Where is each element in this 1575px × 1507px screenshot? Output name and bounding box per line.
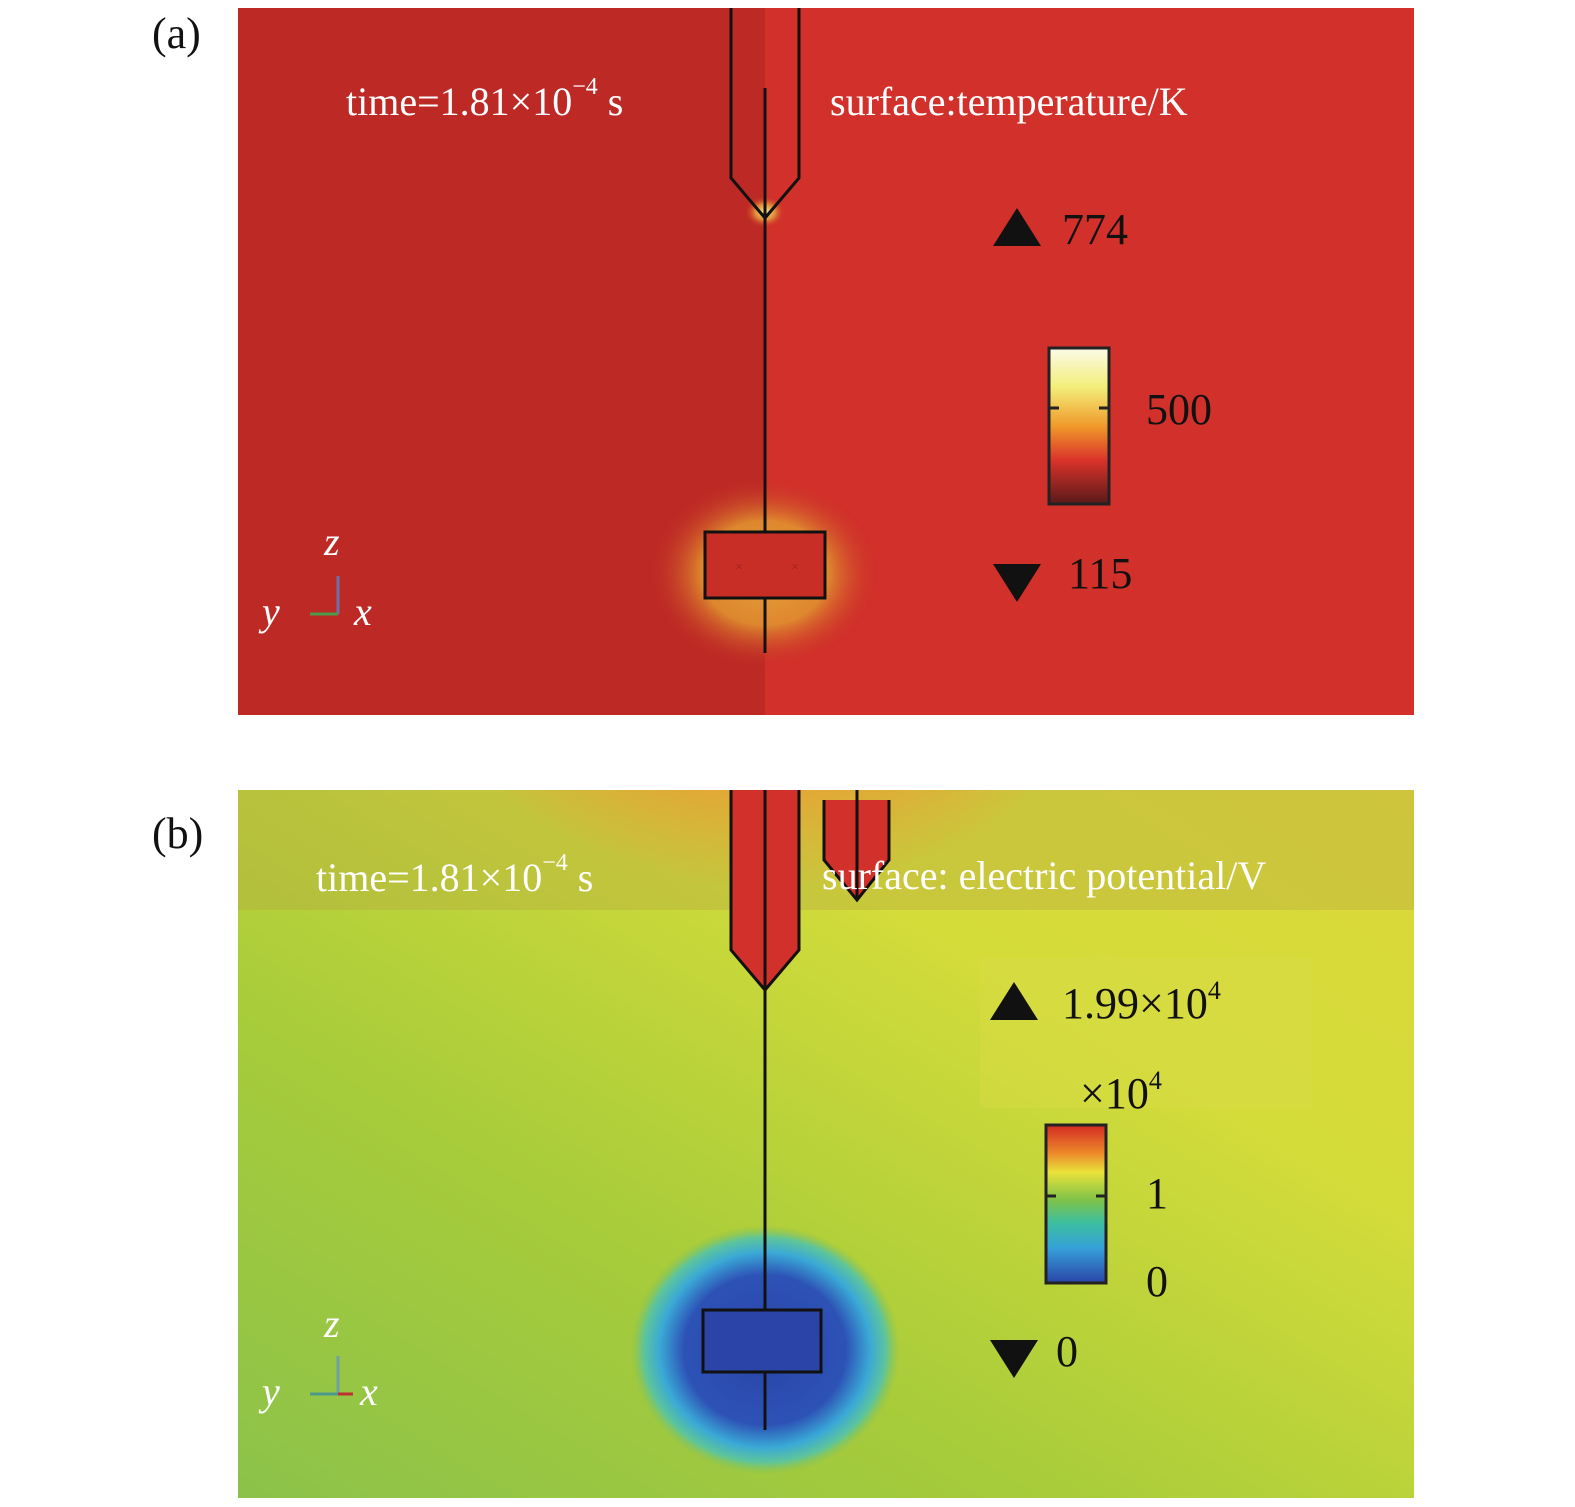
axis-triad: z y x [258,1300,398,1414]
multiplier-text: ×10 [1080,1069,1149,1118]
max-value-exponent: 4 [1207,976,1221,1005]
axis-y-label: y [262,589,280,634]
colorbar-low-label: 0 [1146,1257,1168,1306]
time-exponent: −4 [542,850,568,876]
max-marker-icon [993,208,1041,246]
time-text: time=1.81×10 [316,855,543,900]
axis-z-label: z [324,519,340,564]
panel-b-label: (b) [152,809,204,858]
axis-x-label: x [360,1369,378,1414]
time-text: time=1.81×10 [346,79,573,124]
time-unit: s [567,855,594,900]
surface-label: surface: electric potential/V [822,853,1267,898]
multiplier-exponent: 4 [1148,1066,1162,1095]
temperature-plot: × × time=1.81×10−4 s surface:temperature… [238,8,1414,715]
axis-y-label: y [262,1369,280,1414]
potential-colorbar [1044,1123,1108,1285]
min-value: 115 [1068,549,1133,598]
axis-x-label: x [354,589,372,634]
min-marker-icon [990,1340,1038,1378]
panel-a-label: (a) [152,9,201,58]
time-exponent: −4 [572,74,598,100]
colorbar-multiplier: ×104 [1080,1066,1162,1119]
max-value-mantissa: 1.99×10 [1062,979,1208,1028]
surface-label: surface:temperature/K [830,79,1188,124]
max-value: 774 [1062,205,1128,254]
time-unit: s [597,79,624,124]
temperature-colorbar [1047,346,1111,506]
svg-text:×: × [735,560,743,575]
time-label: time=1.81×10−4 s [316,850,594,901]
min-value: 0 [1056,1327,1078,1376]
axis-z-label: z [324,1301,340,1346]
svg-text:×: × [791,560,799,575]
min-marker-icon [993,564,1041,602]
max-marker-icon [990,982,1038,1020]
axis-triad: z y x [258,518,398,634]
potential-field [238,790,1414,1498]
colorbar-high-label: 1 [1146,1169,1168,1218]
electric-potential-plot: time=1.81×10−4 s surface: electric poten… [238,790,1414,1498]
max-value: 1.99×104 [1062,976,1221,1029]
temperature-field: × × [238,8,1414,715]
time-label: time=1.81×10−4 s [346,74,624,125]
colorbar-mid-label: 500 [1146,385,1212,434]
